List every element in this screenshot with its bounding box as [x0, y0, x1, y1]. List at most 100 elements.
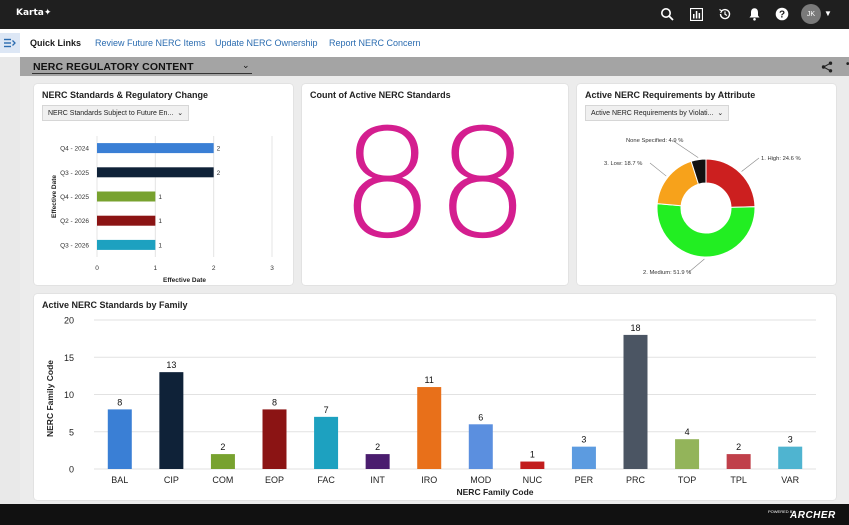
- quick-link-update-ownership[interactable]: Update NERC Ownership: [215, 38, 318, 48]
- data-label: 7: [324, 405, 329, 415]
- bar: [623, 334, 648, 469]
- donut-slice: [690, 158, 707, 185]
- card-title: Active NERC Requirements by Attribute: [585, 90, 756, 100]
- y-tick-label: 15: [64, 353, 74, 363]
- x-tick-label: INT: [370, 475, 385, 485]
- y-tick-label: 20: [64, 316, 74, 326]
- y-tick-label: 5: [69, 427, 74, 437]
- leader-line: [649, 162, 667, 177]
- data-label: 18: [630, 323, 640, 333]
- data-label: 2: [220, 442, 225, 452]
- avatar[interactable]: JK: [801, 4, 821, 24]
- donut-slice: [656, 203, 756, 258]
- y-axis-label: NERC Family Code: [45, 360, 55, 437]
- attribute-donut-chart: 1. High: 24.6 % 2. Medium: 51.9 % 3. Low: …: [604, 138, 801, 276]
- x-tick-label: 2: [212, 265, 216, 272]
- powered-by-label: POWERED BY: [768, 509, 796, 514]
- quick-links-title: Quick Links: [30, 38, 82, 48]
- data-label: 11: [425, 375, 434, 385]
- app-logo[interactable]: Karta✦: [16, 8, 52, 18]
- quick-link-report-concern[interactable]: Report NERC Concern: [329, 38, 421, 48]
- archer-logo: ARCHER: [790, 510, 836, 521]
- chevron-down-icon[interactable]: ▼: [824, 9, 832, 18]
- content-header: NERC REGULATORY CONTENT ⌄ •••: [20, 57, 849, 76]
- logo-star-icon: ✦: [43, 8, 52, 18]
- card-family: Active NERC Standards by Family 0 5 10 15 20…: [34, 294, 836, 500]
- content-selector[interactable]: NERC REGULATORY CONTENT: [33, 61, 194, 73]
- x-tick-label: TPL: [730, 475, 747, 485]
- card-count-active: Count of Active NERC Standards 88: [302, 84, 568, 285]
- data-label: 2: [217, 146, 221, 153]
- data-label: 2: [736, 442, 741, 452]
- slice-label: 2. Medium: 51.9 %: [643, 270, 691, 276]
- quick-link-review-future[interactable]: Review Future NERC Items: [95, 38, 206, 48]
- regulatory-change-dropdown[interactable]: NERC Standards Subject to Future En... ⌄: [42, 105, 190, 121]
- bell-icon[interactable]: [746, 6, 762, 22]
- bar: [468, 424, 493, 469]
- leader-line: [671, 139, 699, 158]
- y-tick-label: Q3 - 2025: [60, 170, 89, 177]
- slice-label: 3. Low: 18.7 %: [604, 161, 642, 167]
- data-label: 4: [685, 427, 690, 437]
- x-tick-label: VAR: [781, 475, 799, 485]
- footer: POWERED BY ARCHER: [0, 504, 849, 525]
- bar: [210, 454, 235, 469]
- active-standards-count: 88: [339, 98, 531, 272]
- bar: [159, 372, 184, 469]
- data-label: 1: [158, 218, 162, 225]
- bar: [520, 461, 545, 469]
- bar: [97, 167, 214, 178]
- y-tick-label: 0: [69, 465, 74, 475]
- bar: [314, 416, 339, 469]
- y-tick-label: 10: [64, 390, 74, 400]
- bar: [97, 239, 156, 250]
- x-tick-label: TOP: [678, 475, 696, 485]
- report-icon[interactable]: [688, 6, 704, 22]
- x-tick-label: 3: [270, 265, 274, 272]
- share-icon[interactable]: [821, 60, 833, 73]
- quick-links-bar: Quick Links Review Future NERC Items Upd…: [0, 29, 849, 57]
- bar: [262, 409, 287, 469]
- dropdown-value: NERC Standards Subject to Future En...: [48, 110, 174, 117]
- bar: [107, 409, 132, 469]
- data-label: 1: [530, 450, 535, 460]
- dashboard-area: NERC Standards & Regulatory Change NERC …: [20, 76, 849, 504]
- bar: [97, 215, 156, 226]
- bar: [365, 454, 390, 469]
- data-label: 3: [581, 435, 586, 445]
- leader-line: [688, 258, 705, 273]
- sidebar-toggle-icon[interactable]: [0, 33, 20, 53]
- x-tick-label: MOD: [470, 475, 491, 485]
- chevron-down-icon[interactable]: ⌄: [242, 60, 250, 70]
- x-tick-label: COM: [212, 475, 233, 485]
- bar: [778, 446, 803, 469]
- bar: [97, 143, 214, 154]
- y-axis-label: Effective Date: [51, 175, 58, 218]
- svg-text:?: ?: [779, 10, 785, 21]
- x-tick-label: NUC: [523, 475, 543, 485]
- data-label: 1: [158, 194, 162, 201]
- bar: [417, 387, 442, 469]
- card-title: Count of Active NERC Standards: [310, 90, 451, 100]
- top-bar: Karta✦ ? JK ▼: [0, 0, 849, 29]
- card-attribute: Active NERC Requirements by Attribute Ac…: [577, 84, 836, 285]
- data-label: 8: [272, 397, 277, 407]
- x-tick-label: 1: [154, 265, 158, 272]
- attribute-dropdown[interactable]: Active NERC Requirements by Violati... ⌄: [585, 105, 730, 121]
- x-tick-label: FAC: [317, 475, 335, 485]
- more-options-icon[interactable]: •••: [846, 59, 849, 70]
- search-icon[interactable]: [659, 6, 675, 22]
- help-icon[interactable]: ?: [774, 6, 790, 22]
- data-label: 2: [217, 170, 221, 177]
- card-title: NERC Standards & Regulatory Change: [42, 90, 209, 100]
- history-icon[interactable]: [717, 6, 733, 22]
- family-bar-chart: 051015208BAL13CIP2COM8EOP7FAC2INT11IRO6M…: [45, 316, 816, 497]
- y-tick-label: Q2 - 2026: [60, 218, 89, 225]
- data-label: 13: [166, 360, 176, 370]
- x-tick-label: BAL: [111, 475, 128, 485]
- x-tick-label: CIP: [164, 475, 179, 485]
- bar: [571, 446, 596, 469]
- data-label: 3: [788, 435, 793, 445]
- chevron-down-icon: ⌄: [177, 110, 184, 117]
- donut-slice: [705, 158, 756, 208]
